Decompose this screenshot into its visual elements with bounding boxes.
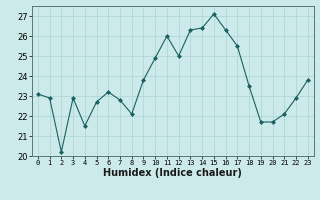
X-axis label: Humidex (Indice chaleur): Humidex (Indice chaleur)	[103, 168, 242, 178]
